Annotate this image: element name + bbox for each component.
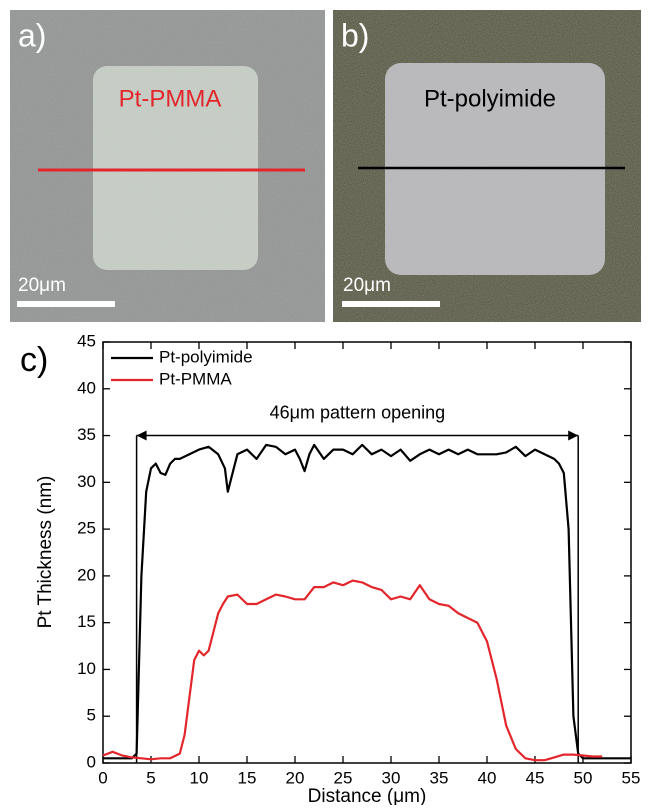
x-tick-label: 45 (526, 768, 545, 787)
scale-bar (342, 301, 440, 307)
x-tick-label: 15 (238, 768, 257, 787)
y-tick-label: 5 (87, 706, 96, 725)
legend-label: Pt-PMMA (159, 369, 232, 388)
x-tick-label: 5 (146, 768, 155, 787)
panel-title: Pt-PMMA (119, 85, 222, 112)
x-tick-label: 55 (622, 768, 641, 787)
arrow-head (568, 431, 578, 441)
x-tick-label: 35 (430, 768, 449, 787)
x-tick-label: 20 (286, 768, 305, 787)
series-line (103, 581, 602, 761)
y-tick-label: 40 (77, 378, 96, 397)
x-tick-label: 50 (574, 768, 593, 787)
y-tick-label: 30 (77, 472, 96, 491)
figure: a) Pt-PMMA 20μm b) Pt-polyimide 20μm c) … (0, 0, 649, 805)
x-tick-label: 40 (478, 768, 497, 787)
arrow-head (137, 431, 147, 441)
panel-title: Pt-polyimide (424, 85, 556, 112)
x-tick-label: 0 (98, 768, 107, 787)
legend-label: Pt-polyimide (159, 347, 253, 366)
scale-bar (17, 301, 115, 307)
y-tick-label: 25 (77, 519, 96, 538)
panel-label: a) (18, 17, 46, 53)
scale-label: 20μm (343, 275, 391, 296)
series-line (103, 445, 631, 758)
y-tick-label: 15 (77, 612, 96, 631)
y-axis-label: Pt Thickness (nm) (35, 476, 56, 629)
panel-label: b) (341, 17, 369, 53)
y-tick-label: 35 (77, 425, 96, 444)
scale-label: 20μm (18, 275, 66, 296)
chart: c) Distance (μm) Pt Thickness (nm) 0 5 10 1… (20, 331, 640, 805)
y-tick-label: 20 (77, 565, 96, 584)
panel-a: a) Pt-PMMA 20μm (10, 10, 325, 322)
y-tick-label: 10 (77, 659, 96, 678)
panel-label: c) (20, 341, 48, 379)
y-tick-label: 45 (77, 331, 96, 350)
panel-b: b) Pt-polyimide 20μm (333, 10, 641, 322)
annotation-text: 46μm pattern opening (270, 402, 446, 422)
y-tick-label: 0 (87, 752, 96, 771)
x-tick-label: 25 (334, 768, 353, 787)
x-tick-label: 10 (190, 768, 209, 787)
x-tick-label: 30 (382, 768, 401, 787)
x-axis-label: Distance (μm) (308, 786, 427, 805)
